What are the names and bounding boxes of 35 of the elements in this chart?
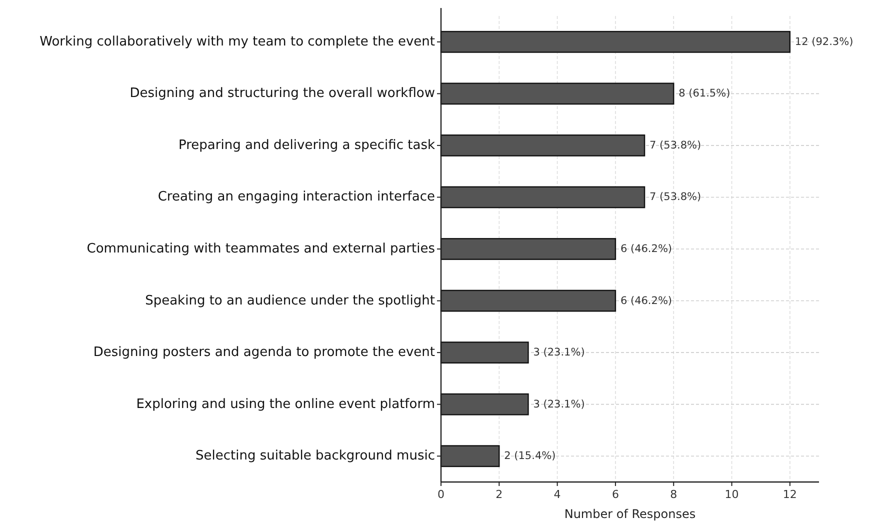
y-tick-label: Communicating with teammates and external parties xyxy=(86,242,436,256)
bar xyxy=(440,186,646,208)
bar xyxy=(440,445,500,468)
data-label: 7 (53.8%) xyxy=(650,191,702,204)
data-label: 7 (53.8%) xyxy=(650,139,702,152)
data-label: 8 (61.5%) xyxy=(678,88,730,100)
y-tick-label: Designing and structuring the overall workflow xyxy=(130,86,436,102)
bar xyxy=(440,238,616,260)
bar xyxy=(440,30,791,53)
x-tick-label: 10 xyxy=(724,488,739,501)
y-tick-label: Working collaboratively with my team to complete the event xyxy=(40,34,435,50)
x-tick-label: 0 xyxy=(438,488,444,501)
data-label: 6 (46.2%) xyxy=(620,243,672,255)
data-label: 2 (15.4%) xyxy=(504,450,556,462)
bar xyxy=(440,342,529,364)
bar xyxy=(440,82,674,105)
x-tick-label: 6 xyxy=(612,488,619,501)
y-tick-label: Exploring and using the online event platform xyxy=(136,396,435,412)
x-axis-title: Number of Responses xyxy=(564,507,696,521)
y-tick-label: Preparing and delivering a specific task xyxy=(178,138,436,153)
data-label: 6 (46.2%) xyxy=(620,294,672,307)
data-label: 3 (23.1%) xyxy=(533,346,585,359)
bar xyxy=(440,393,529,416)
data-label: 12 (92.3%) xyxy=(794,36,854,48)
y-tick-label: Creating an engaging interaction interface xyxy=(158,190,435,205)
y-tick-label: Selecting suitable background music xyxy=(196,448,435,464)
y-tick-label: Designing posters and agenda to promote the event xyxy=(93,345,435,360)
bar xyxy=(440,290,616,312)
bar xyxy=(440,134,646,156)
x-tick-label: 8 xyxy=(670,488,678,501)
x-tick-label: 4 xyxy=(554,488,561,501)
data-label: 3 (23.1%) xyxy=(533,398,585,410)
y-tick-label: Speaking to an audience under the spotlight xyxy=(145,293,435,308)
x-tick-label: 12 xyxy=(782,488,797,501)
x-tick-label: 2 xyxy=(496,488,503,501)
